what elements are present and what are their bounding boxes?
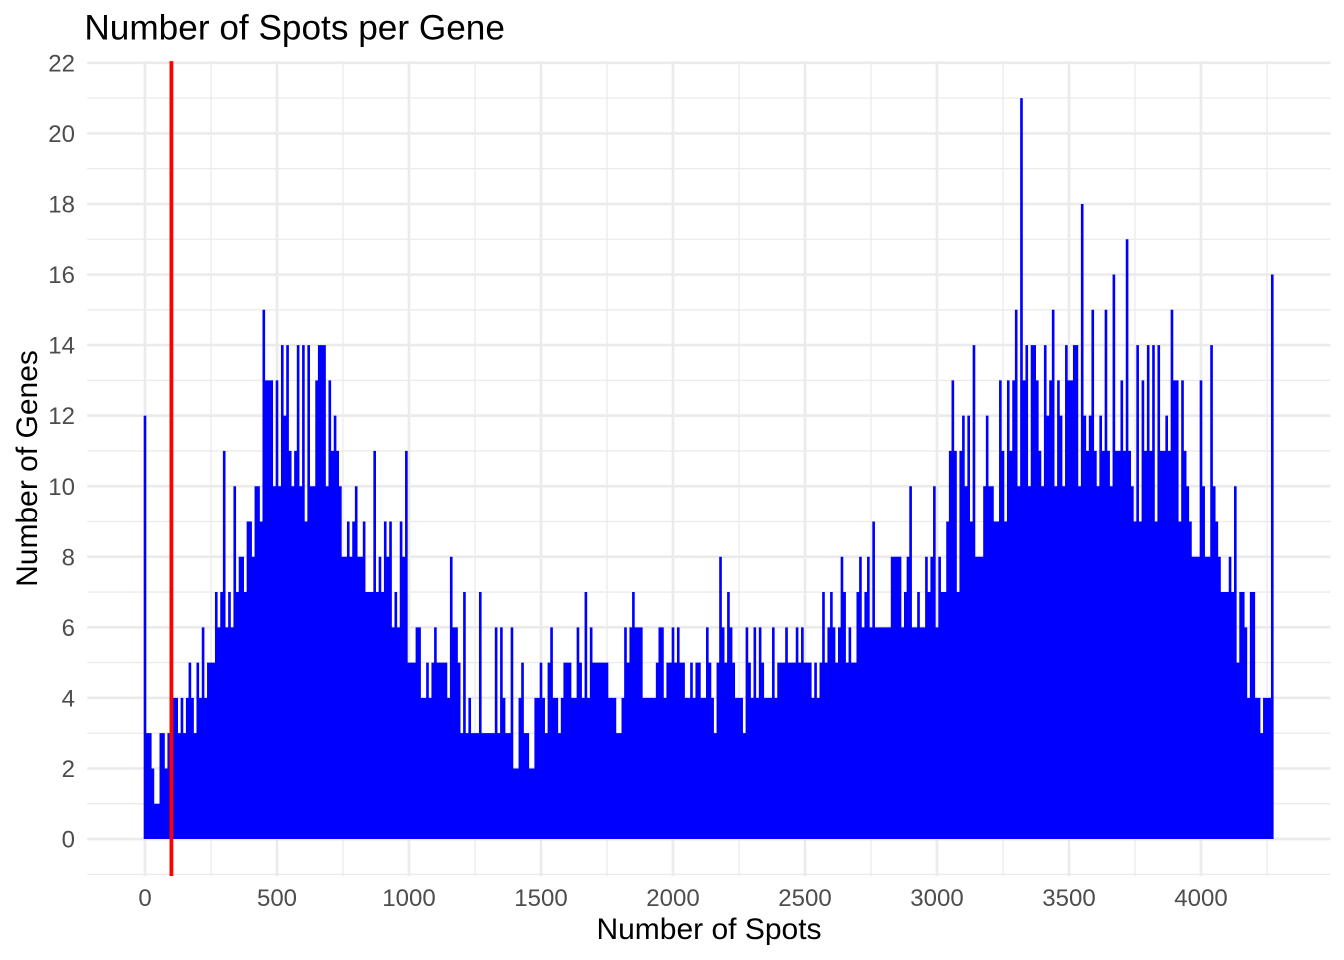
svg-text:16: 16: [48, 262, 75, 289]
svg-text:3000: 3000: [910, 885, 963, 912]
svg-text:18: 18: [48, 192, 75, 219]
svg-text:Number of Spots per Gene: Number of Spots per Gene: [84, 9, 505, 48]
svg-text:8: 8: [62, 544, 75, 571]
svg-text:4: 4: [62, 685, 75, 712]
svg-text:Number of Genes: Number of Genes: [11, 350, 44, 587]
svg-text:2500: 2500: [778, 885, 831, 912]
svg-text:20: 20: [48, 121, 75, 148]
svg-text:Number of Spots: Number of Spots: [596, 913, 821, 946]
svg-text:1000: 1000: [382, 885, 435, 912]
svg-text:0: 0: [138, 885, 151, 912]
svg-text:2000: 2000: [646, 885, 699, 912]
svg-text:22: 22: [48, 50, 75, 77]
svg-text:2: 2: [62, 756, 75, 783]
svg-text:0: 0: [62, 827, 75, 854]
svg-text:6: 6: [62, 615, 75, 642]
svg-text:12: 12: [48, 403, 75, 430]
svg-text:4000: 4000: [1174, 885, 1227, 912]
svg-text:1500: 1500: [514, 885, 567, 912]
svg-text:500: 500: [257, 885, 297, 912]
svg-text:10: 10: [48, 474, 75, 501]
svg-text:14: 14: [48, 333, 75, 360]
svg-text:3500: 3500: [1042, 885, 1095, 912]
